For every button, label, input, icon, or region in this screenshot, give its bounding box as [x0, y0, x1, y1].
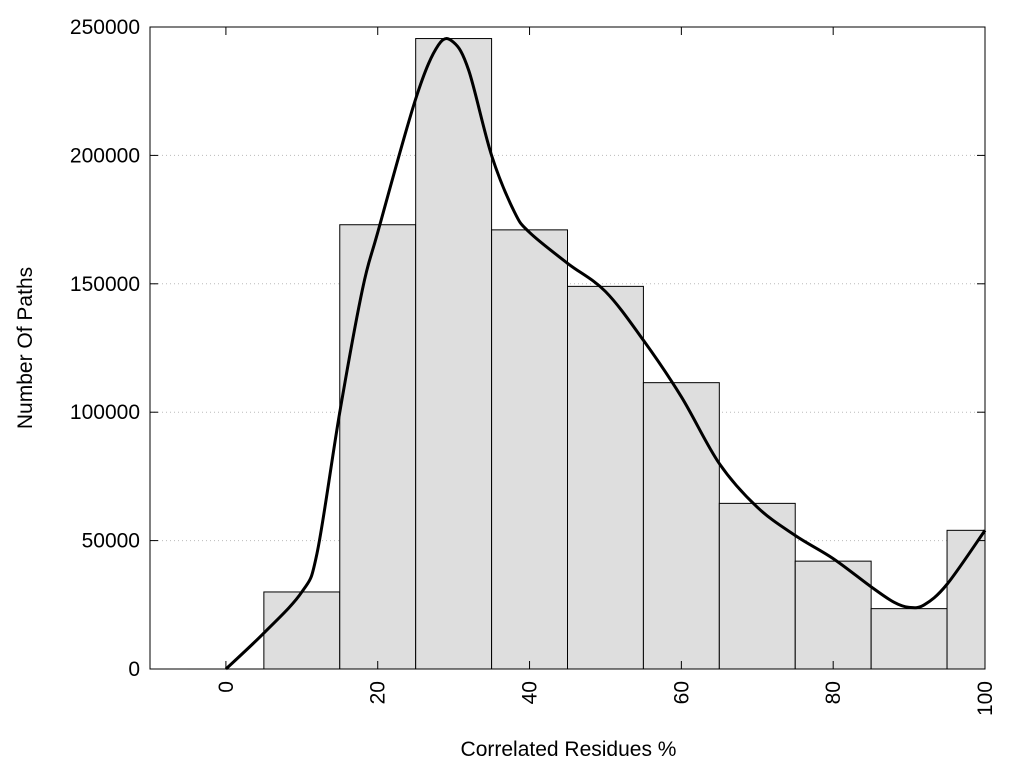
x-tick-label: 20 — [367, 681, 390, 704]
y-axis-title: Number Of Paths — [14, 267, 37, 429]
histogram-bar — [642, 382, 720, 670]
y-axis-ticks: 0 50000 100000 150000 200000 250000 — [70, 16, 985, 681]
y-tick-label: 200000 — [70, 144, 140, 167]
x-tick-label: 0 — [215, 681, 238, 693]
histogram-bars — [187, 38, 986, 670]
histogram-bar — [946, 529, 986, 670]
y-tick-label: 50000 — [82, 530, 140, 553]
y-tick-label: 150000 — [70, 273, 140, 296]
histogram-bar — [415, 38, 493, 670]
histogram-bar — [870, 608, 948, 670]
density-curve-layer — [224, 37, 987, 671]
y-tick-label: 250000 — [70, 16, 140, 39]
y-tick-label: 100000 — [70, 401, 140, 424]
x-tick-label: 40 — [519, 681, 542, 704]
x-tick-label: 80 — [822, 681, 845, 704]
histogram-bar — [491, 229, 568, 670]
x-tick-label: 100 — [974, 681, 997, 716]
x-axis-title: Correlated Residues % — [461, 738, 677, 761]
x-tick-label: 60 — [670, 681, 693, 704]
histogram-bar — [339, 224, 417, 670]
plot-frame — [149, 26, 986, 670]
density-curve — [224, 37, 987, 671]
histogram-bar — [263, 591, 341, 670]
x-axis-ticks: 0 20 40 60 80 100 — [215, 27, 997, 716]
y-tick-label: 0 — [128, 658, 140, 681]
histogram-bar — [567, 285, 644, 670]
